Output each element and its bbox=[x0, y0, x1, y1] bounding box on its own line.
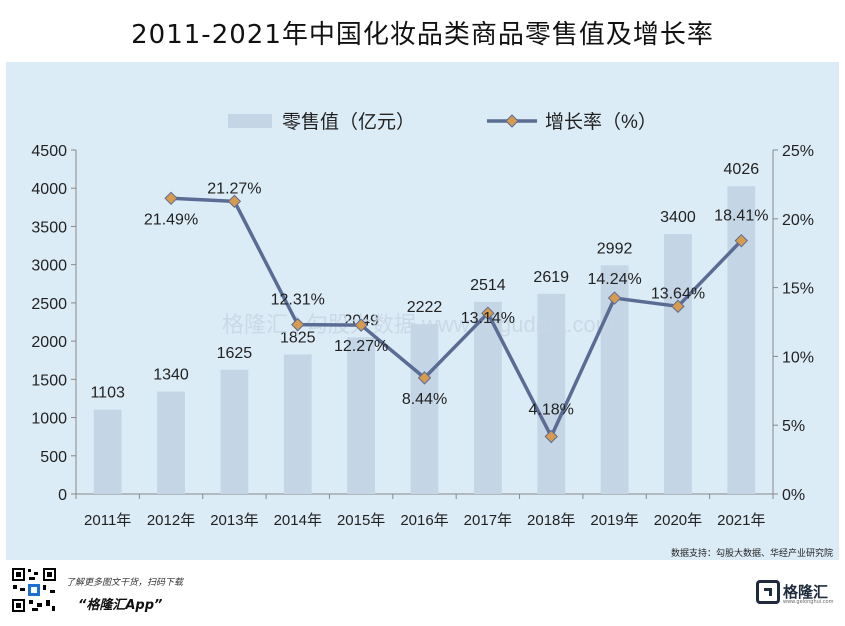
line-point-marker bbox=[164, 191, 178, 206]
qr-code-icon bbox=[10, 566, 58, 614]
logo-url: www.gelonghui.com bbox=[783, 599, 834, 605]
bar-data-label: 3400 bbox=[660, 209, 696, 226]
line-data-label: 21.27% bbox=[207, 180, 261, 197]
y-left-tick-label: 0 bbox=[58, 487, 67, 504]
legend-line-label: 增长率（%） bbox=[545, 111, 657, 133]
y-left-tick-label: 4500 bbox=[31, 143, 67, 160]
x-tick-label: 2016年 bbox=[400, 512, 448, 529]
x-tick-label: 2013年 bbox=[210, 512, 258, 529]
y-right-tick-label: 0% bbox=[782, 487, 805, 504]
y-right-tick-label: 5% bbox=[782, 418, 805, 435]
line-data-label: 8.44% bbox=[402, 391, 447, 408]
line-point-marker bbox=[291, 317, 305, 332]
bar-data-label: 1625 bbox=[217, 345, 253, 362]
bar bbox=[220, 369, 249, 494]
brand-logo: 格隆汇 www.gelonghui.com bbox=[756, 578, 836, 608]
y-left-tick-label: 1000 bbox=[31, 411, 67, 428]
legend-bar-label: 零售值（亿元） bbox=[282, 111, 415, 133]
bar bbox=[410, 324, 439, 494]
bar bbox=[93, 409, 122, 494]
y-left-tick-label: 1500 bbox=[31, 372, 67, 389]
x-tick-label: 2014年 bbox=[274, 512, 322, 529]
line-point-marker bbox=[354, 318, 368, 332]
bar-data-label: 4026 bbox=[724, 161, 760, 178]
y-left-tick-label: 500 bbox=[40, 449, 67, 466]
x-tick-label: 2018年 bbox=[527, 512, 575, 529]
x-tick-label: 2011年 bbox=[84, 512, 131, 529]
line-point-marker bbox=[671, 299, 685, 314]
y-left-tick-label: 2500 bbox=[31, 296, 67, 313]
legend-line-marker bbox=[505, 114, 519, 128]
bar-data-label: 1340 bbox=[153, 367, 189, 384]
line-point-marker bbox=[227, 194, 242, 209]
logo-text: 格隆汇 bbox=[783, 583, 829, 601]
legend-bar-swatch bbox=[228, 114, 272, 128]
x-tick-label: 2017年 bbox=[464, 512, 512, 529]
x-tick-label: 2019年 bbox=[590, 512, 638, 529]
chart-title: 2011-2021年中国化妆品类商品零售值及增长率 bbox=[131, 20, 714, 50]
line-data-label: 18.41% bbox=[714, 208, 768, 225]
line-point-marker bbox=[481, 306, 495, 320]
series-line bbox=[170, 196, 743, 439]
bar-data-label: 1103 bbox=[90, 385, 125, 402]
bar-data-label: 2619 bbox=[533, 269, 569, 286]
bar bbox=[157, 391, 185, 494]
x-tick-label: 2012年 bbox=[147, 512, 195, 529]
bar bbox=[664, 234, 692, 495]
bar bbox=[727, 186, 756, 494]
line-data-label: 12.31% bbox=[271, 292, 325, 309]
line-point-marker bbox=[417, 371, 432, 385]
line-data-label: 13.14% bbox=[461, 310, 515, 327]
line-data-label: 12.27% bbox=[334, 338, 388, 355]
y-left-tick-label: 2000 bbox=[31, 334, 67, 351]
footer-caption: 了解更多图文干货，扫码下载 bbox=[66, 578, 184, 588]
y-right-tick-label: 20% bbox=[782, 212, 814, 229]
bar-data-label: 2992 bbox=[597, 240, 633, 257]
x-tick-label: 2015年 bbox=[337, 512, 385, 529]
line-data-label: 21.49% bbox=[144, 211, 198, 228]
source-note: 数据支持：勾股大数据、华经产业研究院 bbox=[670, 549, 833, 559]
x-tick-label: 2020年 bbox=[654, 512, 702, 529]
watermark: 格隆汇 | 勾股大数据 www.gogudata.com bbox=[222, 312, 614, 337]
y-right-tick-label: 15% bbox=[782, 281, 814, 298]
line-data-label: 14.24% bbox=[587, 271, 641, 288]
y-left-tick-label: 4000 bbox=[31, 181, 67, 198]
y-right-tick-label: 10% bbox=[782, 349, 814, 366]
y-right-tick-label: 25% bbox=[782, 143, 814, 160]
bar bbox=[347, 337, 376, 494]
line-point-marker bbox=[734, 233, 749, 248]
y-left-tick-label: 3500 bbox=[31, 219, 67, 236]
logo-icon bbox=[756, 580, 780, 604]
y-left-tick-label: 3000 bbox=[31, 258, 67, 275]
footer-app-name: “格隆汇App” bbox=[78, 598, 163, 613]
x-tick-label: 2021年 bbox=[717, 512, 765, 529]
bar-data-label: 2222 bbox=[407, 299, 443, 316]
line-data-label: 4.18% bbox=[529, 401, 574, 418]
line-point-marker bbox=[607, 291, 622, 305]
bar-data-label: 2514 bbox=[470, 277, 506, 294]
bar bbox=[283, 354, 312, 494]
line-data-label: 13.64% bbox=[651, 285, 705, 302]
line-point-marker bbox=[544, 429, 558, 444]
bar-data-label: 1825 bbox=[280, 329, 316, 346]
bar bbox=[537, 293, 566, 494]
